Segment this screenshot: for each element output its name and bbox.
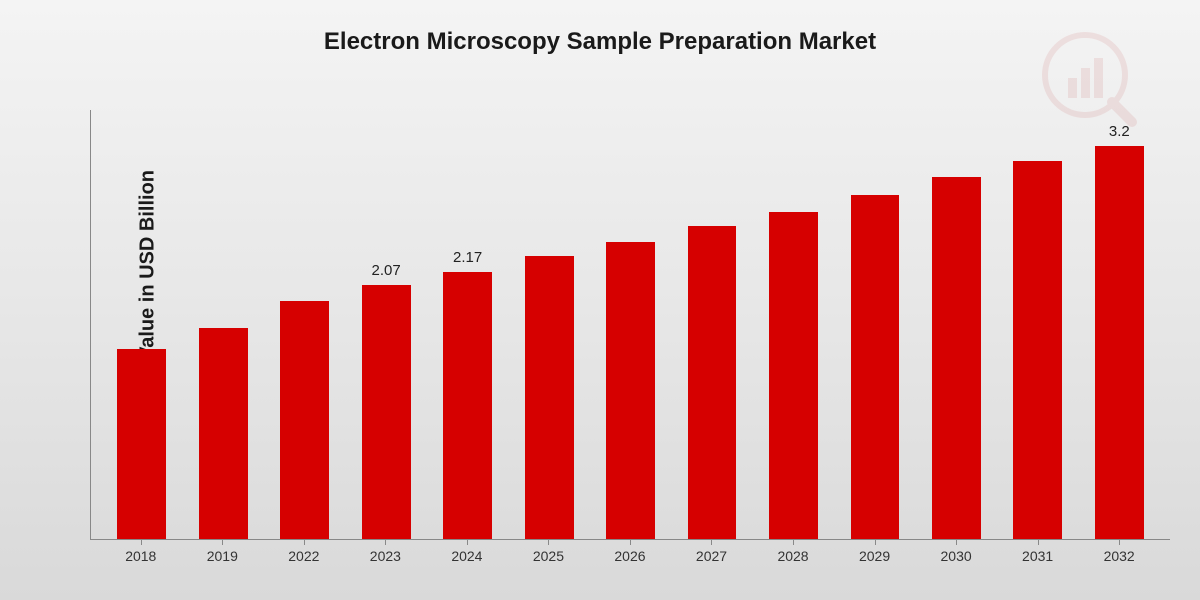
x-tick-label: 2023 (370, 548, 401, 564)
x-tick: 2028 (752, 540, 834, 580)
bar-value-label: 2.07 (372, 262, 401, 279)
bar (1095, 146, 1144, 539)
x-tick: 2019 (182, 540, 264, 580)
x-tick-label: 2019 (207, 548, 238, 564)
bar-value-label: 2.17 (453, 249, 482, 266)
x-tick-label: 2027 (696, 548, 727, 564)
bar-slot (182, 110, 263, 539)
bar (851, 195, 900, 539)
bar-slot (508, 110, 589, 539)
bar (688, 226, 737, 539)
bar-slot (590, 110, 671, 539)
bar (280, 301, 329, 539)
bar (117, 349, 166, 539)
bar (443, 272, 492, 539)
x-tick: 2029 (834, 540, 916, 580)
x-tick-label: 2022 (288, 548, 319, 564)
x-tick-label: 2026 (614, 548, 645, 564)
bar-value-label: 3.2 (1109, 123, 1130, 140)
x-tick: 2024 (426, 540, 508, 580)
x-tick-label: 2031 (1022, 548, 1053, 564)
bar (525, 256, 574, 539)
x-tick: 2032 (1078, 540, 1160, 580)
bar-slot (916, 110, 997, 539)
x-tick: 2018 (100, 540, 182, 580)
bar-slot (834, 110, 915, 539)
x-tick-label: 2018 (125, 548, 156, 564)
bar (1013, 161, 1062, 539)
x-tick: 2026 (589, 540, 671, 580)
bar-slot (753, 110, 834, 539)
x-tick: 2022 (263, 540, 345, 580)
bars-container: 2.07 2.17 3.2 (91, 110, 1170, 539)
bar-slot: 3.2 (1079, 110, 1160, 539)
x-tick-label: 2025 (533, 548, 564, 564)
x-tick: 2030 (915, 540, 997, 580)
bar (362, 285, 411, 539)
chart-title: Electron Microscopy Sample Preparation M… (0, 28, 1200, 56)
bar-slot: 2.07 (345, 110, 426, 539)
bar (606, 242, 655, 539)
x-tick-label: 2029 (859, 548, 890, 564)
bar-slot (997, 110, 1078, 539)
bar-slot (264, 110, 345, 539)
x-tick: 2025 (508, 540, 590, 580)
plot-area: 2.07 2.17 3.2 (90, 110, 1170, 540)
bar-slot (101, 110, 182, 539)
x-tick-label: 2024 (451, 548, 482, 564)
x-tick: 2031 (997, 540, 1079, 580)
x-tick-label: 2032 (1104, 548, 1135, 564)
bar-slot: 2.17 (427, 110, 508, 539)
bar-slot (671, 110, 752, 539)
x-tick: 2023 (345, 540, 427, 580)
x-tick-label: 2028 (777, 548, 808, 564)
x-axis: 2018 2019 2022 2023 2024 2025 2026 2027 2028 2029… (90, 540, 1170, 580)
bar (769, 212, 818, 539)
bar (199, 328, 248, 539)
x-tick-label: 2030 (941, 548, 972, 564)
bar (932, 177, 981, 539)
x-tick: 2027 (671, 540, 753, 580)
